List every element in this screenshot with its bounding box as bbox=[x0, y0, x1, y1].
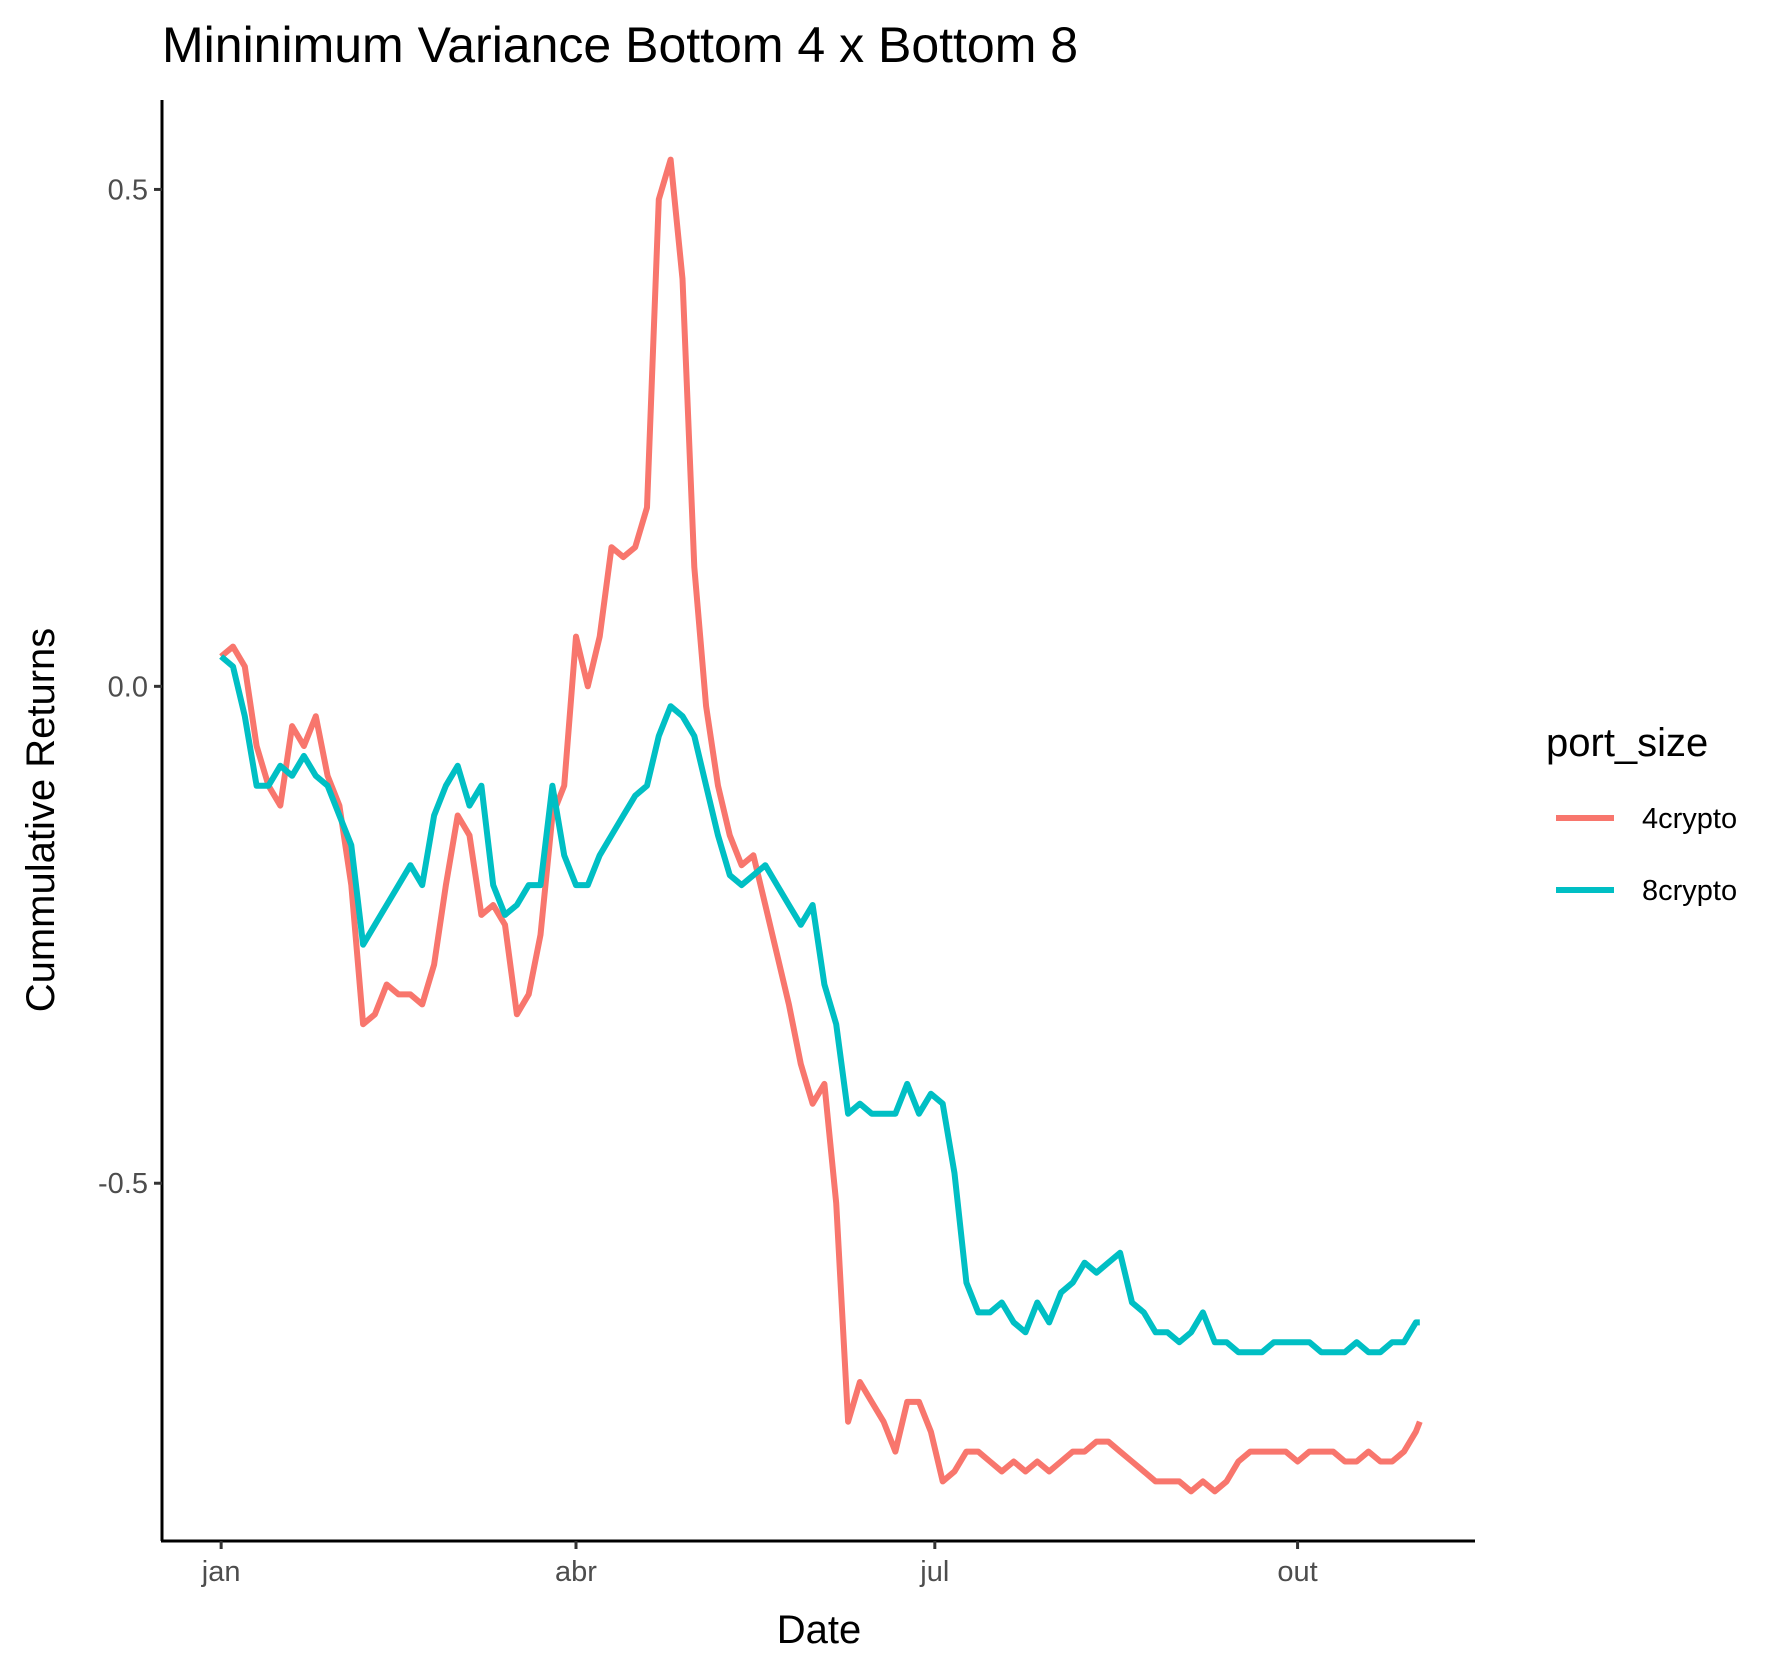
y-tick-label: -0.5 bbox=[98, 1168, 148, 1200]
legend-items: 4crypto 8crypto bbox=[1556, 803, 1737, 907]
series-line-8crypto bbox=[219, 654, 1420, 1356]
series-layer bbox=[219, 156, 1423, 1495]
legend-label: 4crypto bbox=[1642, 803, 1737, 835]
x-tick-label: abr bbox=[555, 1556, 597, 1588]
x-axis-title: Date bbox=[777, 1608, 862, 1652]
legend-label: 8crypto bbox=[1642, 875, 1737, 907]
chart-title: Mininimum Variance Bottom 4 x Bottom 8 bbox=[162, 17, 1078, 73]
x-tick-label: jan bbox=[201, 1556, 241, 1588]
y-tick-label: 0.0 bbox=[108, 671, 148, 703]
y-axis-title: Cummulative Returns bbox=[19, 628, 63, 1013]
y-tick-label: 0.5 bbox=[108, 174, 148, 206]
x-tick-label: jul bbox=[919, 1556, 949, 1588]
y-ticks: 0.5 0.0 -0.5 bbox=[98, 174, 162, 1200]
series-line-4crypto bbox=[219, 156, 1423, 1495]
x-tick-label: out bbox=[1277, 1556, 1317, 1588]
legend: port_size 4crypto 8crypto bbox=[1546, 721, 1737, 907]
x-ticks: jan abr jul out bbox=[201, 1541, 1318, 1588]
legend-title: port_size bbox=[1546, 721, 1708, 765]
